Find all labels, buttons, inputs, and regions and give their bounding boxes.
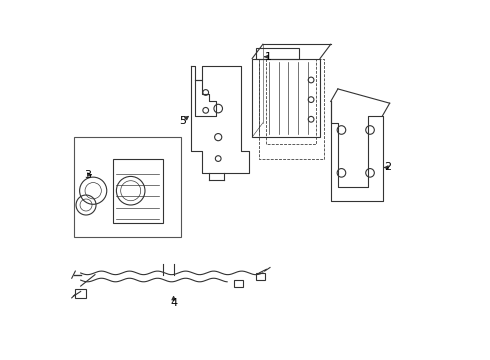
Text: 2: 2 — [384, 162, 392, 172]
Text: 4: 4 — [170, 298, 177, 308]
Bar — [74, 137, 181, 237]
Bar — [256, 273, 265, 280]
Text: 1: 1 — [265, 52, 272, 62]
Text: 5: 5 — [179, 116, 186, 126]
Bar — [113, 158, 163, 223]
Bar — [234, 280, 243, 287]
Bar — [252, 59, 320, 137]
Text: 3: 3 — [84, 170, 91, 180]
Bar — [256, 48, 298, 59]
Bar — [75, 289, 86, 298]
